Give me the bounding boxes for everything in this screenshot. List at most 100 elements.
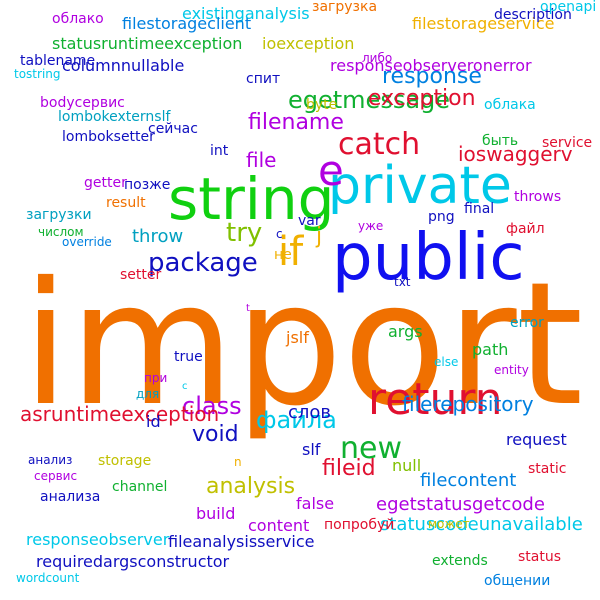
word-5: e <box>318 146 344 195</box>
word-92: channel <box>112 479 168 495</box>
word-94: false <box>296 494 335 513</box>
word-59: числом <box>38 225 84 239</box>
word-66: уже <box>358 219 384 233</box>
word-28: egetstatusgetcode <box>376 494 545 515</box>
word-74: txt <box>394 275 411 289</box>
word-86: null <box>392 456 422 475</box>
word-80: при <box>144 371 168 385</box>
word-84: request <box>506 430 567 449</box>
word-7: catch <box>338 127 421 162</box>
word-73: args <box>388 322 423 341</box>
word-36: columnnullable <box>62 56 185 75</box>
word-65: png <box>428 209 455 225</box>
word-18: fileid <box>322 456 376 481</box>
word-77: else <box>434 355 459 369</box>
word-93: build <box>196 504 236 523</box>
word-57: result <box>106 195 146 211</box>
word-24: filerepository <box>402 392 534 416</box>
word-34: filestorageclient <box>122 14 252 33</box>
word-56: getter <box>84 175 127 191</box>
word-27: filecontent <box>420 470 517 491</box>
word-71: service <box>542 135 593 151</box>
word-70: быть <box>482 133 519 149</box>
word-1: public <box>332 221 525 295</box>
word-12: exception <box>368 86 476 111</box>
word-29: statuscodeunavailable <box>380 514 583 535</box>
word-72: jslf <box>286 328 309 347</box>
word-101: wordcount <box>16 571 80 585</box>
word-47: openapi <box>540 0 597 15</box>
word-68: throws <box>514 189 562 205</box>
word-21: file <box>246 148 277 172</box>
word-60: override <box>62 235 112 249</box>
word-90: static <box>528 461 567 477</box>
word-3: private <box>328 156 512 216</box>
word-89: storage <box>98 453 152 469</box>
word-40: filestorageservice <box>412 14 555 33</box>
word-13: response <box>382 64 482 89</box>
word-96: попробуй <box>324 517 395 533</box>
word-42: tablename <box>20 53 96 69</box>
word-55: позже <box>124 177 171 193</box>
word-83: слов <box>288 402 332 423</box>
word-81: для <box>136 387 160 401</box>
word-85: slf <box>302 440 321 459</box>
word-53: сейчас <box>148 121 198 137</box>
word-100: общении <box>484 573 551 589</box>
word-46: description <box>494 7 572 23</box>
word-31: requiredargsconstructor <box>36 552 230 571</box>
word-48: загрузка <box>312 0 378 15</box>
word-103: c <box>182 381 188 392</box>
word-2: string <box>168 165 335 233</box>
word-25: asruntimeexception <box>20 402 220 426</box>
word-16: class <box>182 392 242 420</box>
word-88: сервис <box>34 469 78 483</box>
word-33: existinganalysis <box>182 4 310 23</box>
word-17: файла <box>256 406 337 434</box>
word-99: status <box>518 549 562 565</box>
word-76: path <box>472 340 509 359</box>
word-30: fileanalysisservice <box>168 532 315 551</box>
word-32: responseobserver <box>26 530 170 549</box>
word-50: облака <box>484 97 536 113</box>
word-75: error <box>510 315 544 331</box>
word-38: lomboksetter <box>62 129 155 145</box>
word-78: entity <box>494 363 529 377</box>
word-102: t <box>246 303 250 314</box>
word-23: j <box>316 224 323 249</box>
word-58: загрузки <box>26 207 92 223</box>
word-45: облако <box>52 11 104 27</box>
word-63: не <box>274 247 292 263</box>
word-95: content <box>248 516 310 535</box>
word-4: return <box>368 374 503 425</box>
word-67: final <box>464 201 495 217</box>
word-41: ioexception <box>262 34 355 53</box>
word-44: bodyсервис <box>40 95 125 111</box>
word-91: анализа <box>40 489 101 505</box>
word-97: может <box>428 517 470 531</box>
word-43: tostring <box>14 67 61 81</box>
word-104: n <box>234 455 242 469</box>
word-6: if <box>278 229 304 275</box>
word-19: analysis <box>206 474 296 499</box>
word-64: setter <box>120 267 162 283</box>
word-35: statusruntimeexception <box>52 34 243 53</box>
word-52: спит <box>246 71 281 87</box>
word-87: анализ <box>28 453 73 467</box>
word-15: new <box>340 431 403 466</box>
word-22: throw <box>132 226 184 247</box>
word-39: responseobserveronerror <box>330 56 532 75</box>
word-54: int <box>210 143 229 159</box>
word-98: extends <box>432 553 488 569</box>
word-79: true <box>174 349 203 365</box>
word-49: либо <box>362 51 393 65</box>
word-14: ioswaggerv <box>458 142 573 166</box>
word-61: var <box>298 213 321 229</box>
word-69: файл <box>506 221 545 237</box>
word-8: package <box>148 248 258 278</box>
word-0: import <box>22 246 584 444</box>
word-62: с <box>276 227 283 241</box>
word-11: filename <box>248 110 344 135</box>
word-51: byte <box>306 97 338 113</box>
